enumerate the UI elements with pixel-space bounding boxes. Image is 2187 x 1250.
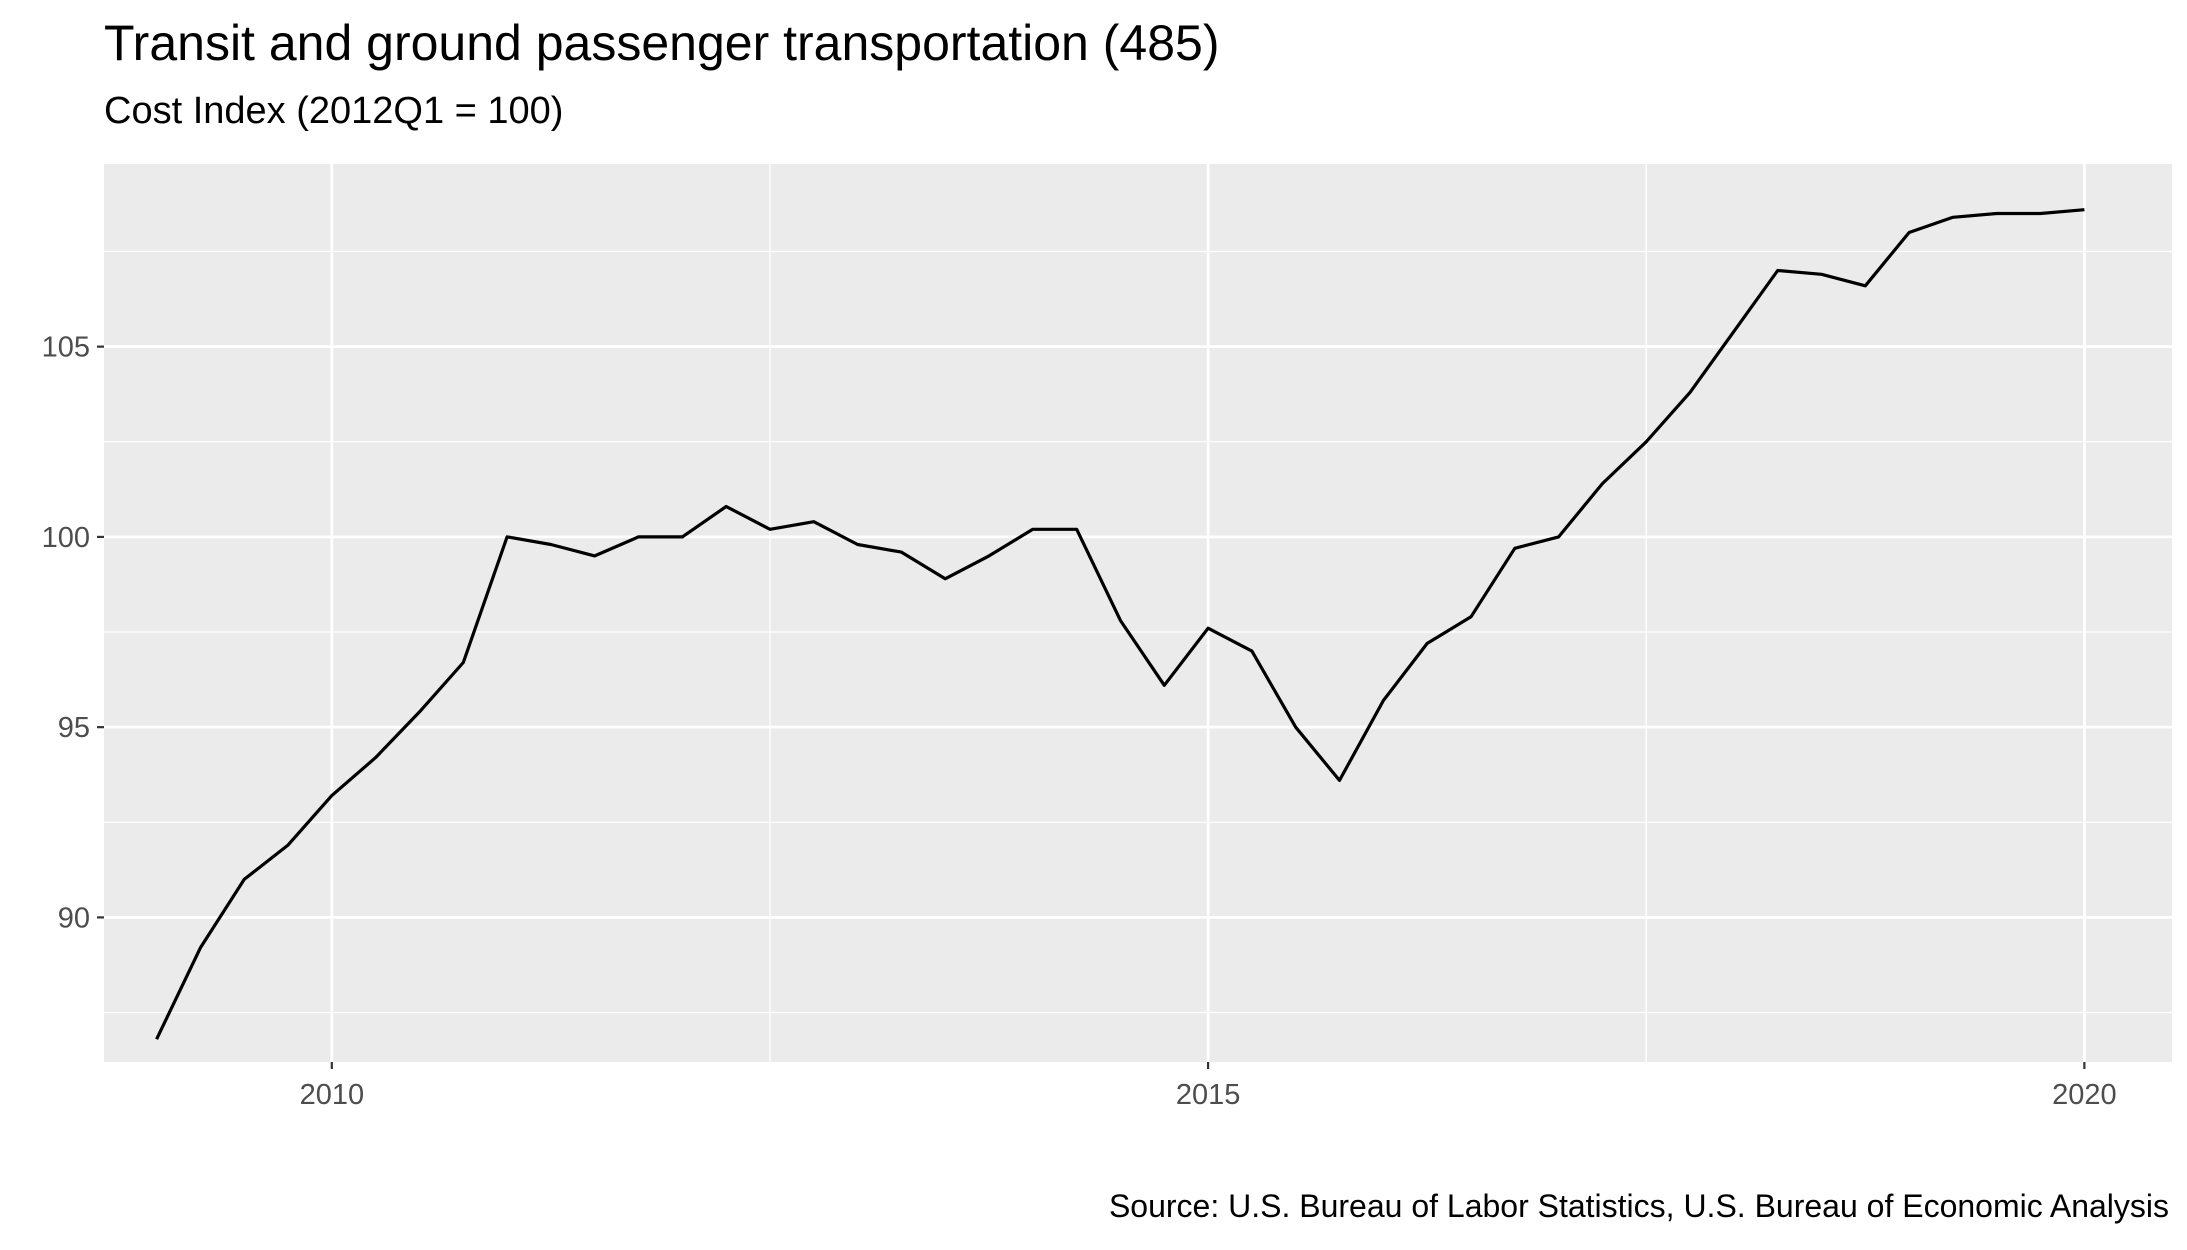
cost-index-line xyxy=(155,208,2085,1040)
x-tick-label: 2020 xyxy=(2052,1079,2117,1111)
data-series xyxy=(155,208,2085,1040)
x-tick-label: 2015 xyxy=(1176,1079,1241,1111)
minor-gridlines xyxy=(104,164,2172,1062)
y-tick-label: 95 xyxy=(58,712,90,744)
chart-caption: Source: U.S. Bureau of Labor Statistics,… xyxy=(1108,1188,2169,1224)
x-axis: 2010 2015 2020 xyxy=(300,1062,2117,1111)
plot-panel xyxy=(104,164,2172,1062)
y-tick-label: 100 xyxy=(42,522,90,554)
y-axis: 90 95 100 105 xyxy=(42,332,104,934)
major-gridlines xyxy=(104,164,2172,1062)
chart-title: Transit and ground passenger transportat… xyxy=(104,15,1220,71)
chart-subtitle: Cost Index (2012Q1 = 100) xyxy=(104,90,564,132)
x-tick-label: 2010 xyxy=(300,1079,365,1111)
y-tick-label: 90 xyxy=(58,902,90,934)
y-tick-label: 105 xyxy=(42,332,90,364)
